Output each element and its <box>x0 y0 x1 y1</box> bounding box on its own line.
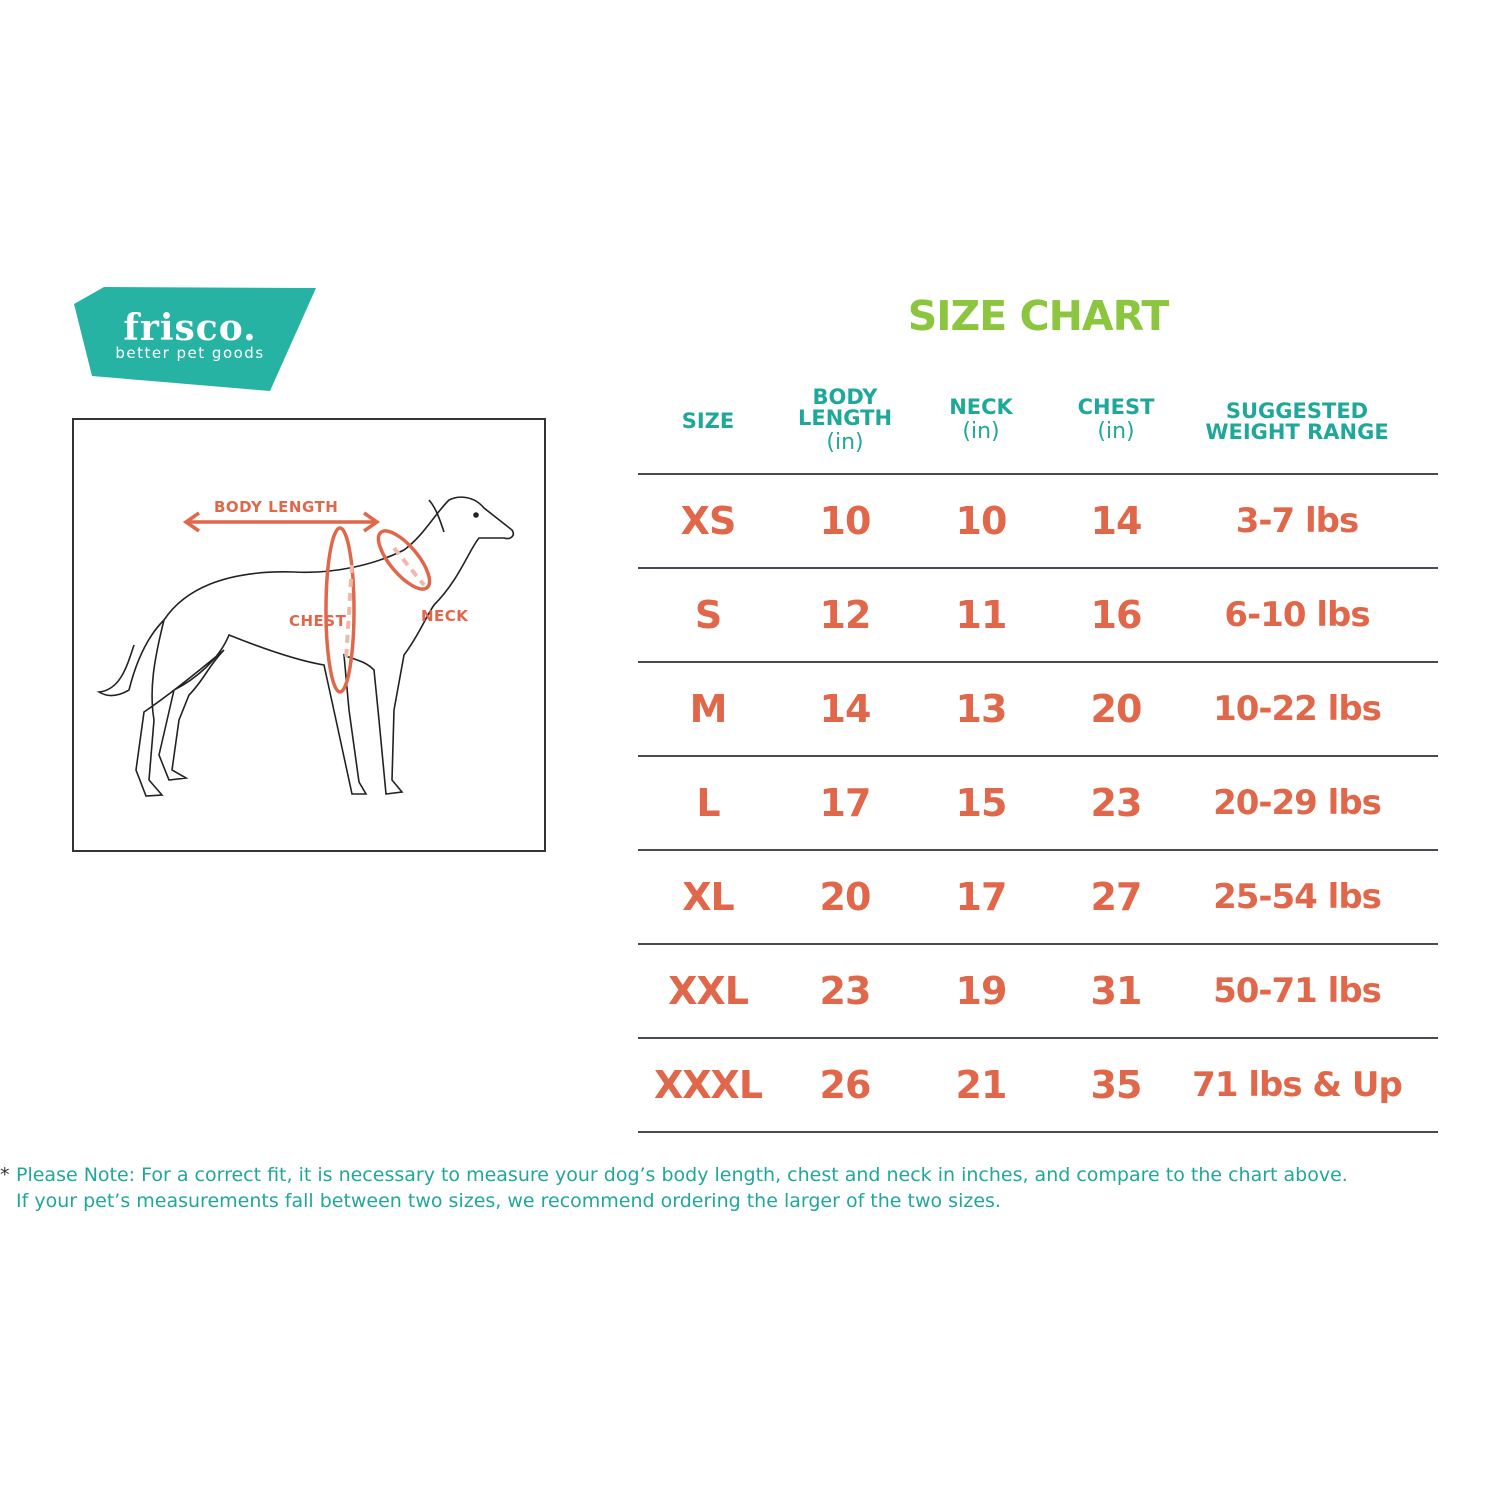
table-cell: 10 <box>955 499 1008 543</box>
table-cell: 20-29 lbs <box>1213 783 1382 823</box>
table-cell: L <box>696 781 720 825</box>
column-header: BODY LENGTH (in) <box>798 370 892 473</box>
table-cell: 14 <box>819 687 872 731</box>
page-title: SIZE CHART <box>907 292 1170 340</box>
table-cell: 25-54 lbs <box>1213 877 1382 917</box>
table-cell: 11 <box>955 593 1008 637</box>
table-row: XXL 23 19 31 50-71 lbs <box>638 945 1438 1039</box>
table-cell: 14 <box>1090 499 1143 543</box>
body-length-label: BODY LENGTH <box>214 498 339 516</box>
table-header: SIZE BODY LENGTH (in) NECK (in) CHEST (in) SUGGE… <box>638 370 1438 475</box>
column-unit: (in) <box>962 419 1000 444</box>
table-cell: 15 <box>955 781 1008 825</box>
table-cell: 13 <box>955 687 1008 731</box>
table-cell: M <box>689 687 728 731</box>
neck-label: NECK <box>421 607 469 625</box>
table-cell: 6-10 lbs <box>1224 595 1370 635</box>
column-header-text: CHEST <box>1077 395 1155 419</box>
column-header-text: SIZE <box>681 409 735 433</box>
note-line-1: Please Note: For a correct fit, it is ne… <box>16 1164 1348 1186</box>
table-cell: 27 <box>1090 875 1143 919</box>
chest-label: CHEST <box>289 612 347 630</box>
table-cell: 17 <box>819 781 872 825</box>
note-line-2: If your pet’s measurements fall between … <box>16 1190 1001 1212</box>
table-cell: 17 <box>955 875 1008 919</box>
table-cell: 10 <box>819 499 872 543</box>
table-cell: 35 <box>1090 1063 1143 1107</box>
logo-tagline: better pet goods <box>115 344 265 362</box>
logo-name: frisco. <box>123 307 257 349</box>
fit-note: * Please Note: For a correct fit, it is … <box>0 1162 1500 1214</box>
size-table: SIZE BODY LENGTH (in) NECK (in) CHEST (in) SUGGE… <box>638 370 1438 1133</box>
table-cell: XXL <box>668 969 749 1013</box>
column-header: CHEST (in) <box>1078 370 1155 473</box>
table-cell: 71 lbs & Up <box>1192 1065 1403 1105</box>
column-header: SUGGESTED WEIGHT RANGE <box>1205 370 1388 473</box>
table-cell: 21 <box>955 1063 1008 1107</box>
table-cell: 20 <box>1090 687 1143 731</box>
table-cell: XL <box>682 875 735 919</box>
table-row: XS 10 10 14 3-7 lbs <box>638 475 1438 569</box>
dog-illustration <box>96 496 515 797</box>
column-header-text: SUGGESTED <box>1225 398 1369 423</box>
table-row: L 17 15 23 20-29 lbs <box>638 757 1438 851</box>
table-cell: 31 <box>1090 969 1143 1013</box>
table-row: XXXL 26 21 35 71 lbs & Up <box>638 1039 1438 1133</box>
table-row: S 12 11 16 6-10 lbs <box>638 569 1438 663</box>
table-cell: 50-71 lbs <box>1213 971 1382 1011</box>
table-cell: XS <box>680 499 737 543</box>
column-unit: (in) <box>826 429 864 455</box>
table-cell: 19 <box>955 969 1008 1013</box>
dog-measurement-diagram: BODY LENGTH CHEST NECK <box>72 418 546 852</box>
table-cell: 3-7 lbs <box>1235 501 1359 541</box>
note-asterisk: * <box>0 1164 10 1186</box>
column-unit: (in) <box>1097 419 1135 444</box>
column-header: SIZE <box>682 370 735 473</box>
column-header-text: WEIGHT RANGE <box>1205 419 1389 444</box>
column-header-text: BODY <box>812 384 878 409</box>
table-cell: S <box>694 593 722 637</box>
table-cell: 10-22 lbs <box>1213 689 1382 729</box>
table-cell: 20 <box>819 875 872 919</box>
table-cell: XXXL <box>653 1063 763 1107</box>
frisco-logo: frisco. better pet goods <box>74 287 316 391</box>
table-cell: 26 <box>819 1063 872 1107</box>
column-header-text: NECK <box>949 395 1013 419</box>
table-cell: 23 <box>1090 781 1143 825</box>
table-row: M 14 13 20 10-22 lbs <box>638 663 1438 757</box>
logo-badge-shape <box>74 287 316 391</box>
column-header: NECK (in) <box>949 370 1013 473</box>
table-cell: 16 <box>1090 593 1143 637</box>
column-header-text: LENGTH <box>797 405 893 430</box>
table-cell: 12 <box>819 593 872 637</box>
table-cell: 23 <box>819 969 872 1013</box>
table-row: XL 20 17 27 25-54 lbs <box>638 851 1438 945</box>
